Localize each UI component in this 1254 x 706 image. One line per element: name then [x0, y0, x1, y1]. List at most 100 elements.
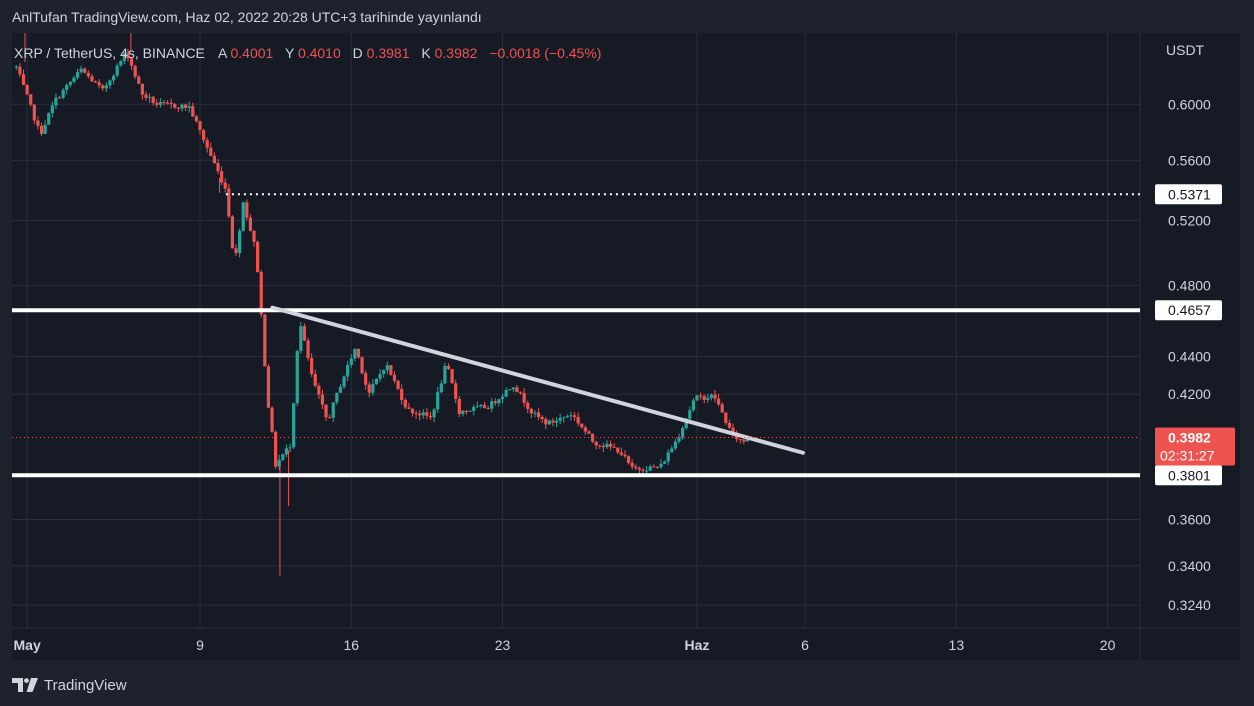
candle [681, 426, 685, 440]
candle [457, 396, 461, 418]
candle [717, 393, 721, 407]
legend-high-value: 0.4010 [298, 45, 341, 61]
candle-body [392, 374, 397, 381]
levels [12, 193, 1140, 478]
candle-body [641, 469, 645, 471]
candle [263, 314, 267, 367]
candle [439, 379, 443, 394]
candle-body [274, 431, 278, 467]
candle [446, 363, 451, 370]
candle-body [234, 248, 238, 254]
grid [12, 33, 1240, 660]
candle-body [162, 102, 166, 104]
candle [155, 99, 159, 108]
candle [500, 393, 505, 404]
resistance-badge-label: 0.4657 [1168, 302, 1211, 318]
candle-body [709, 394, 714, 398]
legend-line: XRP / TetherUS, 4s, BINANCE A 0.4001 Y 0… [14, 45, 601, 61]
candle-body [173, 104, 177, 108]
candle-body [104, 85, 108, 89]
candle-body [691, 400, 696, 411]
candle-body [472, 407, 476, 411]
candle [482, 401, 487, 409]
chart-panel[interactable]: XRP / TetherUS, 4s, BINANCE A 0.4001 Y 0… [12, 33, 1240, 660]
candle [666, 449, 670, 466]
candle [349, 354, 353, 368]
candle [504, 387, 508, 398]
candle [385, 361, 389, 375]
candle-body [126, 53, 130, 59]
tradingview-footer[interactable]: TradingView [12, 674, 127, 696]
y-tick-label: 0.4200 [1168, 386, 1211, 402]
candle-body [155, 103, 159, 105]
dotted-high-badge: 0.5371 [1155, 184, 1222, 205]
candle [32, 104, 36, 124]
candle [544, 417, 548, 430]
candle-body [108, 80, 112, 86]
candle-body [328, 417, 332, 419]
candle [551, 417, 555, 427]
candle-body [706, 397, 710, 400]
candle-body [738, 439, 742, 441]
candle [371, 379, 375, 396]
candle-body [677, 437, 681, 442]
x-tick-label: May [14, 637, 41, 653]
candle [79, 65, 83, 75]
candle-body [652, 466, 656, 468]
candle [169, 98, 173, 109]
candle [616, 447, 620, 455]
candle-body [742, 439, 746, 442]
y-tick-label: 0.3240 [1168, 597, 1211, 613]
y-tick-label: 0.5200 [1168, 213, 1211, 229]
candle-body [536, 412, 541, 417]
candle-body [414, 413, 418, 415]
candle [374, 378, 379, 385]
candle [554, 417, 559, 428]
candle-body [623, 454, 627, 457]
candle [436, 387, 440, 413]
candle-body [346, 364, 350, 377]
candle-body [202, 130, 206, 141]
candle-body [205, 140, 209, 148]
candle-body [439, 383, 443, 393]
resistance-badge-bg [1155, 300, 1222, 321]
candle-body [720, 404, 724, 413]
candle [198, 120, 202, 135]
candle [61, 87, 65, 100]
candle-body [317, 385, 321, 395]
candle [270, 406, 274, 433]
candle-body [421, 412, 425, 416]
candle-body [490, 401, 494, 409]
candle [601, 442, 605, 453]
x-tick-label: 9 [196, 637, 204, 653]
candle-body [61, 89, 65, 98]
candle [594, 440, 598, 450]
candle [662, 460, 667, 465]
candle-body [544, 418, 548, 425]
candle [695, 394, 699, 402]
candle-body [220, 171, 224, 183]
candle-body [144, 94, 148, 98]
candle [317, 383, 321, 400]
candlestick-chart[interactable]: XRP / TetherUS, 4s, BINANCE A 0.4001 Y 0… [12, 33, 1240, 660]
candle [54, 93, 58, 110]
candle-body [101, 85, 105, 89]
current-price-badge-bg [1155, 427, 1235, 466]
candle-body [529, 408, 533, 414]
candle [443, 362, 447, 385]
legend-change: −0.0018 (−0.45%) [489, 45, 601, 61]
resistance-badge: 0.4657 [1155, 300, 1222, 321]
candle [191, 102, 195, 118]
candle-body [79, 68, 83, 73]
candle [313, 369, 317, 388]
candle [713, 389, 717, 403]
candle [187, 101, 191, 113]
candle-body [450, 369, 454, 384]
candle-body [151, 96, 155, 104]
candle-body [378, 373, 382, 379]
candle [137, 74, 141, 84]
candle [230, 215, 235, 249]
candle-body [97, 82, 101, 86]
candle [115, 63, 119, 78]
candle-body [374, 378, 379, 385]
